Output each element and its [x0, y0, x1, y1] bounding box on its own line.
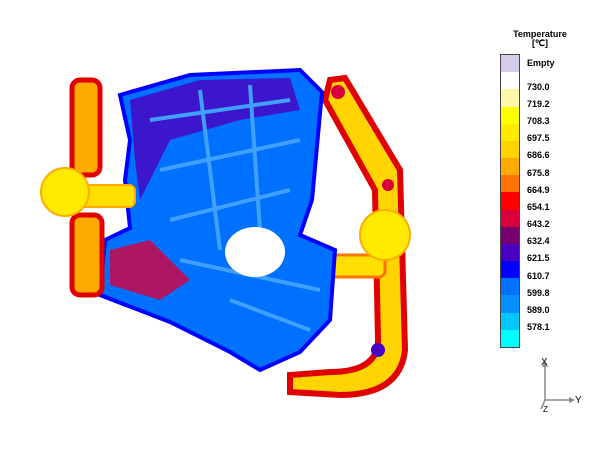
- legend-swatch: [501, 209, 519, 227]
- legend-label: 610.7: [527, 270, 550, 281]
- legend-label: 730.0: [527, 81, 550, 92]
- legend-label: 708.3: [527, 115, 550, 126]
- legend-label: 686.6: [527, 150, 550, 161]
- axis-y-label: Y: [575, 395, 582, 406]
- hot-zone: [110, 240, 190, 300]
- legend-swatch: [501, 226, 519, 244]
- legend-swatch: [501, 261, 519, 279]
- color-legend-bar: [500, 54, 520, 348]
- legend-label: 654.1: [527, 201, 550, 212]
- legend-swatch: [501, 329, 519, 347]
- legend-label: 632.4: [527, 236, 550, 247]
- legend-swatch: [501, 278, 519, 296]
- axis-triad: X Y Z: [540, 357, 582, 414]
- legend-label: 664.9: [527, 184, 550, 195]
- legend-unit: [℃]: [531, 38, 549, 48]
- axis-x-label: X: [541, 357, 548, 368]
- legend-label: 643.2: [527, 219, 550, 230]
- legend-label: 675.8: [527, 167, 550, 178]
- legend-swatch: [501, 158, 519, 176]
- right-sprue-ball: [359, 209, 411, 261]
- legend-title: Temperature [℃]: [505, 30, 575, 48]
- ribs: [149, 84, 321, 332]
- legend-label: 599.8: [527, 287, 550, 298]
- legend-swatch: [501, 192, 519, 210]
- legend-label: 697.5: [527, 133, 550, 144]
- center-hole: [225, 227, 285, 277]
- legend-swatch: [501, 243, 519, 262]
- legend-label: Empty: [527, 57, 555, 68]
- left-lower-arm: [69, 212, 105, 298]
- legend-swatch: [501, 312, 519, 330]
- riser: [371, 343, 385, 357]
- legend-swatch: [501, 89, 519, 107]
- legend-label: 578.1: [527, 322, 550, 333]
- legend-swatch: [501, 72, 519, 90]
- legend-swatch: [501, 175, 519, 193]
- legend-title-text: Temperature: [513, 29, 567, 39]
- riser: [331, 85, 345, 99]
- legend-swatch: [501, 106, 519, 124]
- legend-label: 589.0: [527, 304, 550, 315]
- legend-swatch: [501, 123, 519, 141]
- legend-label: 621.5: [527, 253, 550, 264]
- legend-swatch: [501, 55, 519, 73]
- hot-zone: [130, 78, 300, 200]
- axis-z-label: Z: [543, 405, 548, 414]
- riser: [382, 179, 394, 191]
- left-sprue-ball: [40, 167, 90, 217]
- legend-label: 719.2: [527, 98, 550, 109]
- legend-swatch: [501, 295, 519, 313]
- legend-swatch: [501, 140, 519, 159]
- left-upper-arm: [69, 77, 103, 178]
